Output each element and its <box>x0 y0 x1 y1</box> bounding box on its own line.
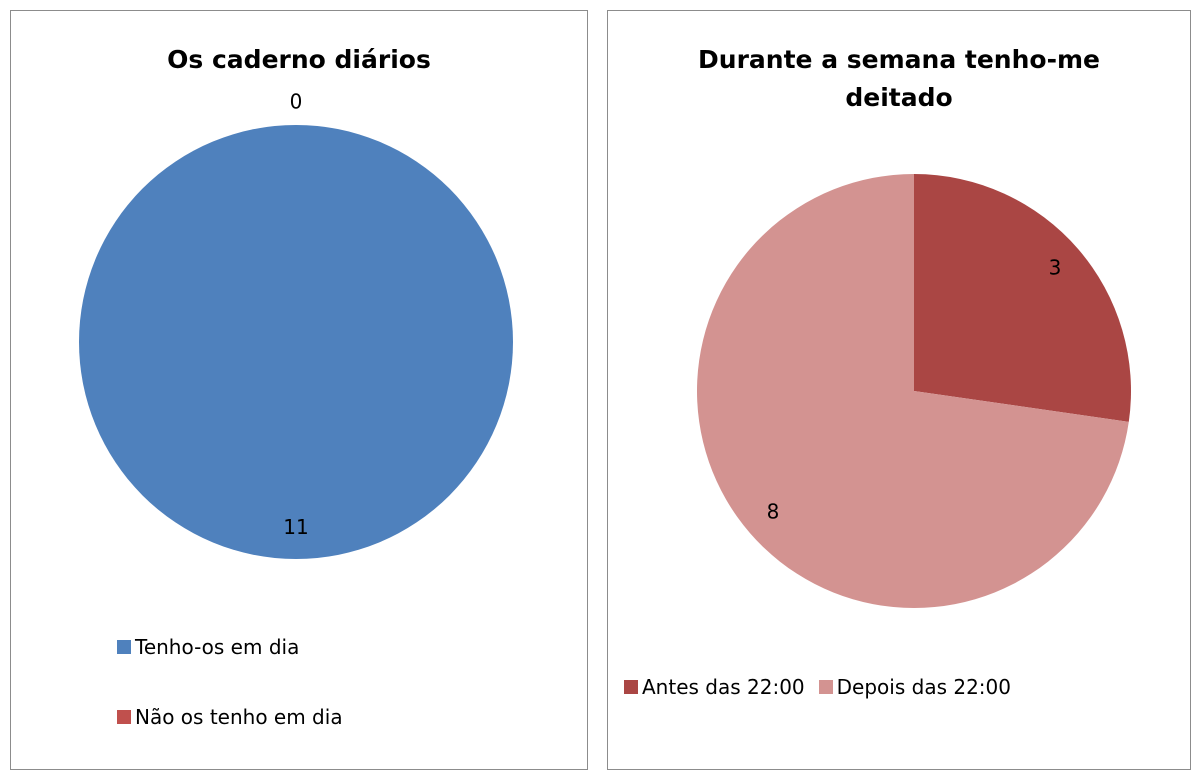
legend-label: Não os tenho em dia <box>135 705 343 729</box>
chart-title: Durante a semana tenho-me deitado <box>698 45 1100 112</box>
pie-area: 11 0 <box>79 90 513 559</box>
pie-slice <box>79 125 513 559</box>
legend-item: Tenho-os em dia <box>117 635 343 659</box>
chart-panel: Os caderno diários 11 0 Tenho-os em dia Nã… <box>10 10 588 770</box>
pie-slice <box>697 174 1129 608</box>
data-label: 3 <box>1049 255 1062 279</box>
legend-item: Antes das 22:00 <box>624 675 805 699</box>
legend-item: Depois das 22:00 <box>818 675 1011 699</box>
data-label: 0 <box>290 90 303 114</box>
data-label: 11 <box>283 515 308 539</box>
legend-swatch <box>117 710 131 724</box>
legend-swatch <box>117 640 131 654</box>
legend-swatch <box>818 680 833 694</box>
legend-label: Depois das 22:00 <box>836 675 1011 699</box>
data-label: 8 <box>767 500 780 524</box>
page: Os caderno diários 11 0 Tenho-os em dia Nã… <box>10 10 1191 770</box>
legend-label: Tenho-os em dia <box>135 635 300 659</box>
legend-item: Não os tenho em dia <box>117 705 343 729</box>
legend: Tenho-os em dia Não os tenho em dia <box>117 635 357 729</box>
legend-label: Antes das 22:00 <box>642 675 805 699</box>
chart-title: Os caderno diários <box>167 45 431 74</box>
legend: Antes das 22:00 Depois das 22:00 <box>624 675 1025 699</box>
legend-swatch <box>624 680 638 694</box>
pie-area: 38 <box>697 174 1131 608</box>
pie-slice <box>914 174 1131 422</box>
